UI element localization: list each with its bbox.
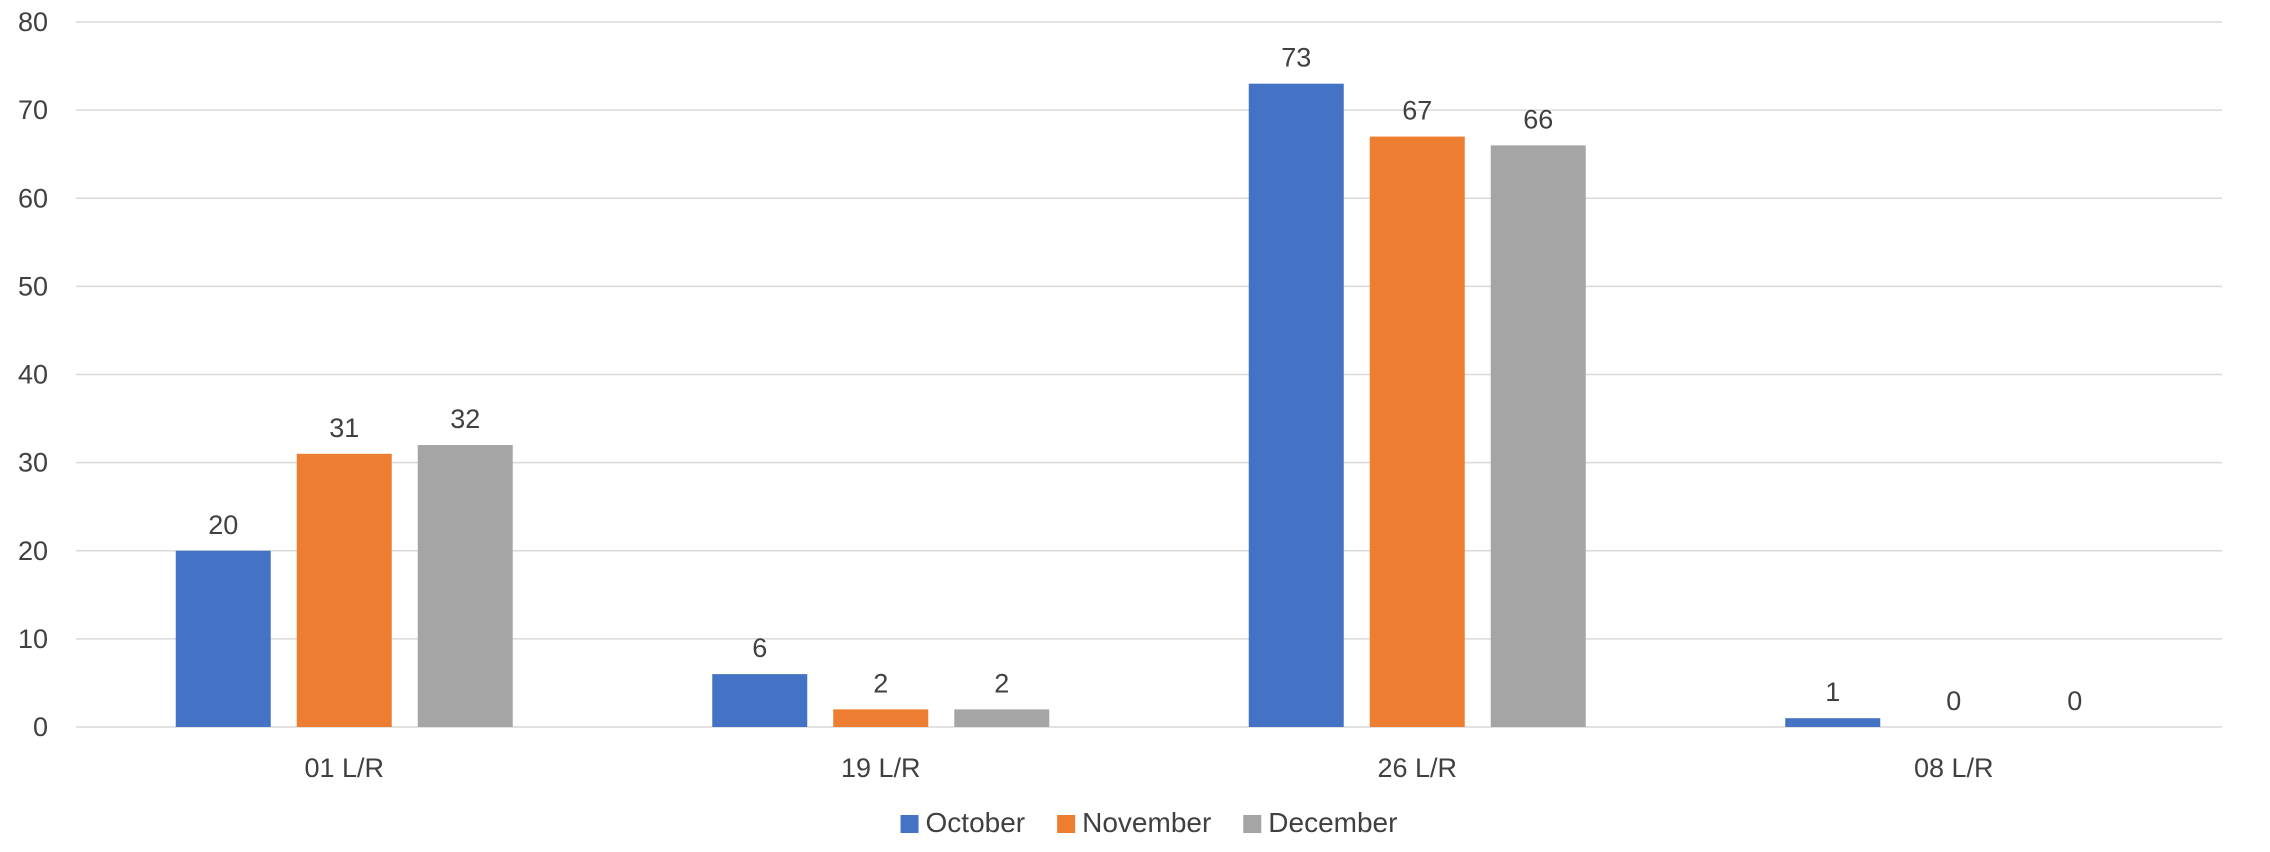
legend-label: October xyxy=(926,807,1026,838)
legend-swatch xyxy=(900,815,919,833)
legend-label: December xyxy=(1268,807,1397,838)
x-category-label: 01 L/R xyxy=(304,753,384,783)
data-label: 20 xyxy=(208,510,238,540)
bar-october-1 xyxy=(712,674,808,727)
legend: October November December xyxy=(900,807,1397,838)
data-label: 6 xyxy=(752,633,767,663)
bar-november-1 xyxy=(833,709,929,727)
data-label: 66 xyxy=(1523,104,1553,134)
x-axis-categories: 01 L/R 19 L/R 26 L/R 08 L/R xyxy=(304,753,1993,783)
y-tick-label: 70 xyxy=(18,95,48,125)
data-label: 2 xyxy=(994,668,1009,698)
y-tick-label: 0 xyxy=(33,712,48,742)
x-category-label: 08 L/R xyxy=(1914,753,1994,783)
y-tick-label: 20 xyxy=(18,536,48,566)
legend-label: November xyxy=(1082,807,1211,838)
bar-november-2 xyxy=(1369,136,1465,727)
bar-october-3 xyxy=(1785,718,1881,727)
bar-october-0 xyxy=(175,550,271,727)
y-tick-label: 80 xyxy=(18,7,48,37)
data-labels: 20 31 32 6 2 2 73 67 66 1 0 0 xyxy=(208,43,2082,716)
data-label: 0 xyxy=(2067,686,2082,716)
bar-december-2 xyxy=(1490,145,1586,727)
y-tick-label: 50 xyxy=(18,271,48,301)
bars xyxy=(175,83,1881,727)
y-tick-label: 30 xyxy=(18,448,48,478)
y-axis-ticks: 0 10 20 30 40 50 60 70 80 xyxy=(18,7,48,742)
x-category-label: 26 L/R xyxy=(1377,753,1457,783)
bar-december-1 xyxy=(954,709,1050,727)
y-tick-label: 10 xyxy=(18,624,48,654)
data-label: 67 xyxy=(1402,96,1432,126)
data-label: 0 xyxy=(1946,686,1961,716)
x-category-label: 19 L/R xyxy=(841,753,921,783)
bar-december-0 xyxy=(417,445,513,727)
y-tick-label: 40 xyxy=(18,360,48,390)
data-label: 32 xyxy=(450,404,480,434)
data-label: 1 xyxy=(1825,677,1840,707)
data-label: 73 xyxy=(1281,43,1311,73)
legend-item-december: December xyxy=(1243,807,1397,838)
legend-item-november: November xyxy=(1057,807,1211,838)
legend-item-october: October xyxy=(900,807,1026,838)
bar-october-2 xyxy=(1248,83,1344,727)
bar-november-0 xyxy=(296,453,392,727)
gridlines xyxy=(76,21,2222,728)
y-tick-label: 60 xyxy=(18,183,48,213)
legend-swatch xyxy=(1057,815,1076,833)
data-label: 31 xyxy=(329,413,359,443)
legend-swatch xyxy=(1243,815,1262,833)
data-label: 2 xyxy=(873,668,888,698)
